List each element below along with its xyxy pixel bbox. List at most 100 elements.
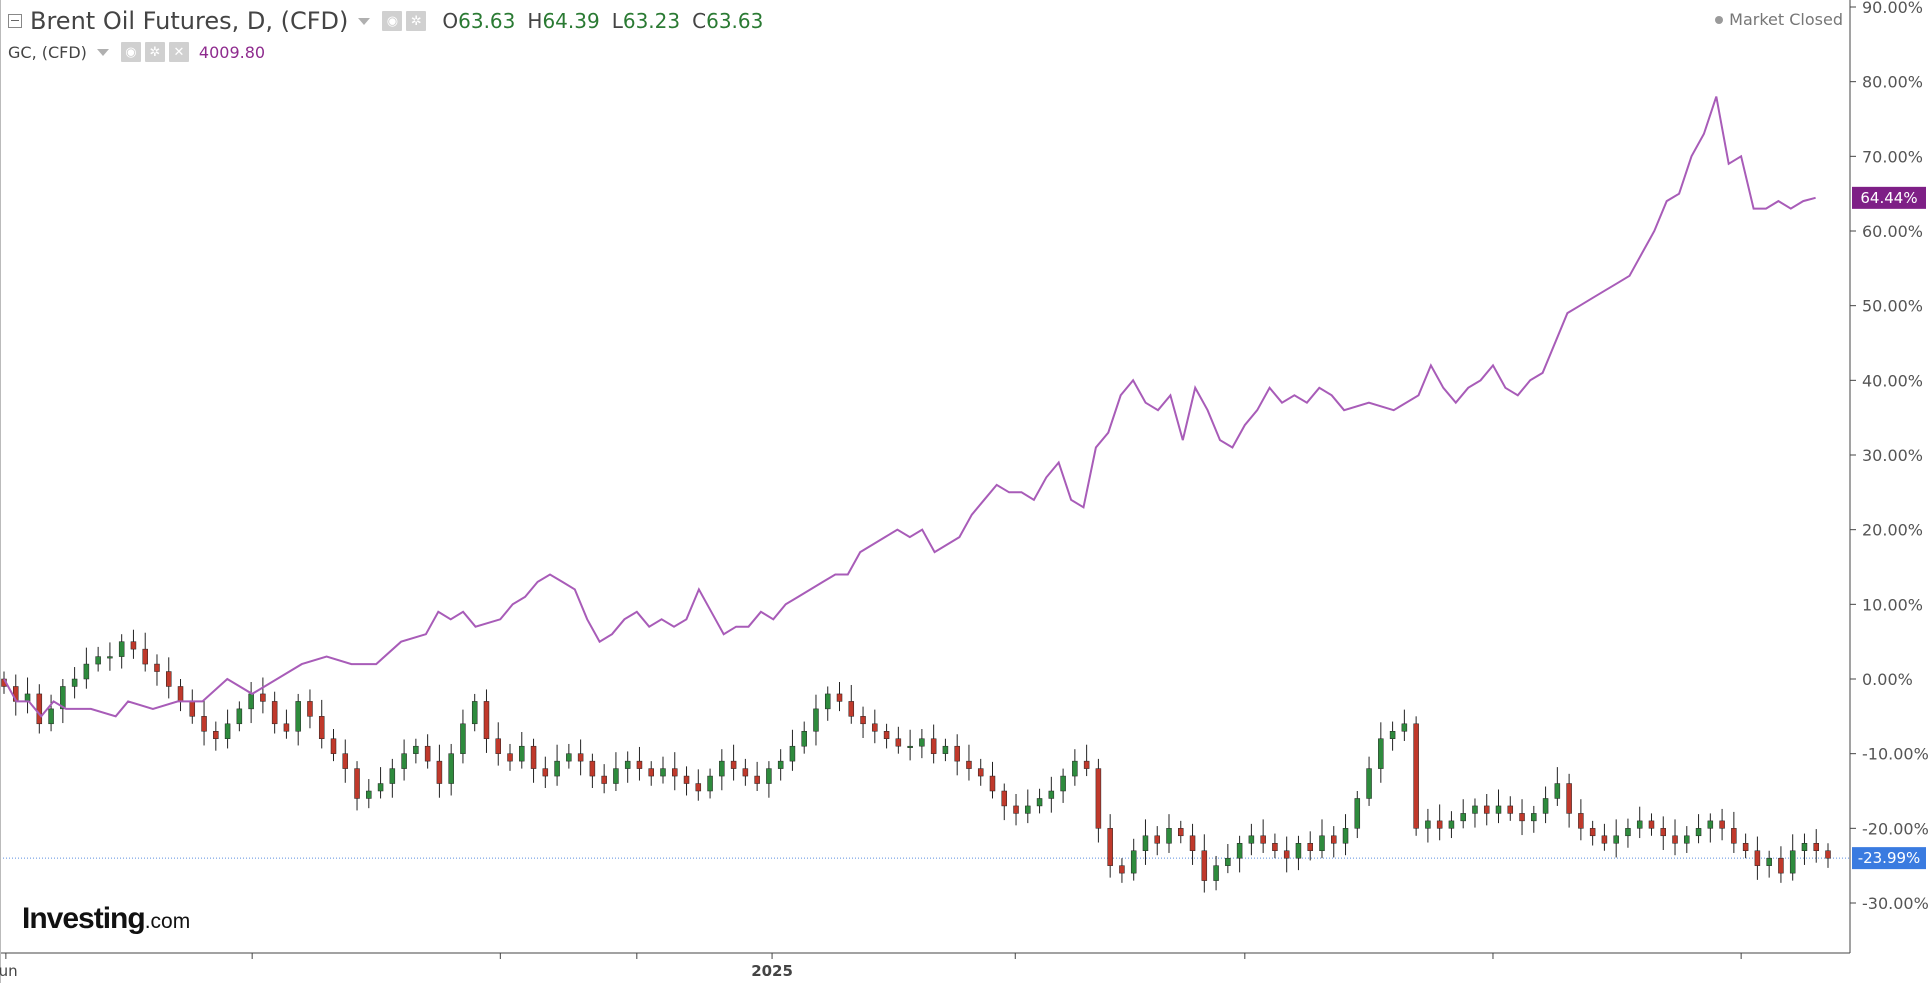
settings-gear-icon[interactable]: ✲ <box>406 11 427 31</box>
candle-body <box>1366 768 1372 799</box>
primary-symbol-title[interactable]: Brent Oil Futures, D, (CFD) <box>30 7 349 35</box>
candle-body <box>1754 850 1761 866</box>
candle-body <box>519 745 525 762</box>
secondary-symbol-title[interactable]: GC, (CFD) <box>8 42 87 62</box>
candle-body <box>860 716 866 725</box>
candle-body <box>1001 790 1008 807</box>
candle-body <box>1272 843 1278 851</box>
candle-body <box>1684 835 1690 844</box>
candle-body <box>1342 828 1349 844</box>
candle-body <box>389 768 396 784</box>
candle-body <box>1613 835 1619 844</box>
candle-body <box>1260 835 1266 844</box>
candle-body <box>318 716 325 739</box>
candle-body <box>36 693 43 725</box>
candle-body <box>1719 820 1725 829</box>
candle-body <box>177 686 184 702</box>
candle-body <box>930 738 937 754</box>
collapse-toggle[interactable] <box>8 14 22 28</box>
candle-body <box>1378 738 1384 769</box>
candle-body <box>1425 820 1431 829</box>
candle-body <box>883 731 890 739</box>
secondary-dropdown-icon[interactable] <box>96 48 109 56</box>
candle-body <box>201 716 207 732</box>
candle-body <box>530 745 537 769</box>
candle-body <box>624 760 631 769</box>
x-tick-label: Jun <box>0 962 18 980</box>
candle-body <box>1201 850 1208 881</box>
candle-body <box>165 671 172 687</box>
candle-body <box>448 753 454 784</box>
candle-body <box>1825 850 1831 859</box>
candle-body <box>895 738 902 747</box>
secondary-visibility-icon[interactable]: ◉ <box>120 42 141 62</box>
y-tick-label: 20.00% <box>1862 521 1923 540</box>
visibility-icon[interactable]: ◉ <box>382 11 403 31</box>
ohlc-high: H64.39 <box>527 9 600 33</box>
candle-body <box>224 723 231 739</box>
status-dot-icon <box>1715 15 1724 24</box>
candle-body <box>566 753 572 762</box>
ohlc-low: L63.23 <box>611 9 681 33</box>
candle-body <box>719 760 725 777</box>
candle-body <box>754 775 760 784</box>
candle-body <box>1354 798 1361 829</box>
candle-body <box>1578 813 1584 829</box>
candle-body <box>1025 805 1031 814</box>
candle-body <box>1731 828 1737 844</box>
candle-body <box>1119 865 1125 874</box>
candle-body <box>436 760 443 784</box>
candle-body <box>1554 783 1561 799</box>
candle-body <box>707 775 713 792</box>
candle-body <box>107 656 113 659</box>
candle-body <box>1413 723 1419 829</box>
y-tick-label: 0.00% <box>1862 670 1913 689</box>
candle-body <box>189 701 196 717</box>
candle-body <box>260 693 266 702</box>
candle-body <box>836 693 843 702</box>
candle-body <box>801 731 807 747</box>
y-tick-label: 50.00% <box>1862 297 1923 316</box>
candle-body <box>1048 790 1055 799</box>
x-tick-label: 2025 <box>751 962 793 980</box>
candle-body <box>848 701 855 717</box>
badge-label: 64.44% <box>1860 189 1917 207</box>
candle-body <box>95 656 101 665</box>
candle-body <box>330 738 337 754</box>
candle-body <box>130 641 137 650</box>
investing-logo: Investing .com <box>22 902 190 936</box>
primary-dropdown-icon[interactable] <box>358 17 371 25</box>
candle-body <box>1189 835 1196 851</box>
candle-body <box>377 783 384 792</box>
candle-body <box>1083 760 1090 769</box>
candle-body <box>1331 835 1337 844</box>
candle-body <box>1789 850 1796 874</box>
remove-close-icon[interactable]: ✕ <box>168 42 189 62</box>
candle-body <box>636 760 643 769</box>
candle-body <box>919 738 925 747</box>
candle-body <box>83 663 90 680</box>
candle-body <box>989 775 996 792</box>
candle-body <box>401 753 407 769</box>
y-tick-label: 90.00% <box>1862 0 1923 17</box>
y-tick-label: 10.00% <box>1862 595 1923 614</box>
candle-body <box>1460 813 1466 822</box>
legend-secondary: GC, (CFD) ◉ ✲ ✕ 4009.80 <box>8 40 265 64</box>
candle-body <box>1130 850 1137 874</box>
candle-body <box>1660 828 1667 837</box>
candle-body <box>283 723 290 732</box>
ohlc-open: O63.63 <box>442 9 516 33</box>
y-tick-label: -20.00% <box>1862 819 1929 838</box>
secondary-settings-gear-icon[interactable]: ✲ <box>144 42 165 62</box>
candle-body <box>1648 820 1655 829</box>
candle-body <box>1695 828 1702 837</box>
candle-body <box>24 693 31 702</box>
candle-body <box>495 738 501 754</box>
candle-body <box>542 768 549 777</box>
candle-body <box>1178 828 1184 837</box>
candle-body <box>1495 805 1502 814</box>
last-value-badge: 64.44% <box>1852 186 1926 209</box>
logo-brand: Investing <box>22 902 146 935</box>
candle-body <box>742 768 749 777</box>
